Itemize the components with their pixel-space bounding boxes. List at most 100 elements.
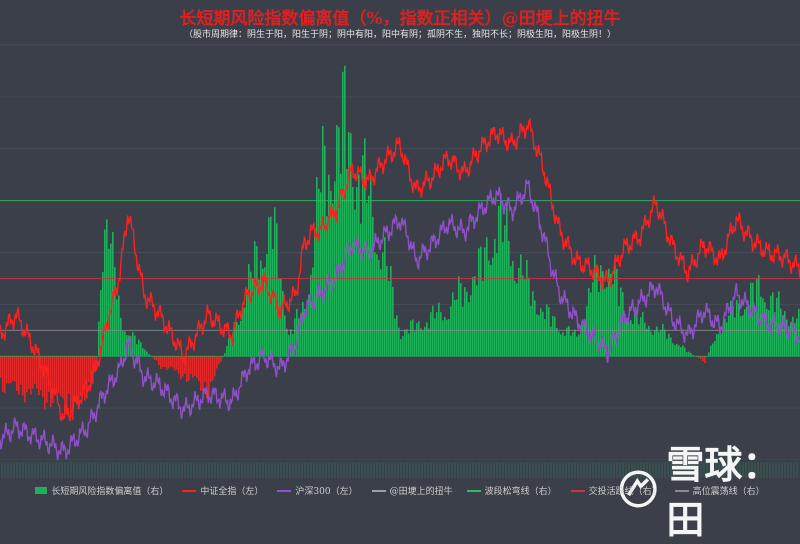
bar-62 [124, 331, 126, 357]
bar-270 [540, 308, 542, 357]
series-lines [0, 116, 800, 461]
bar-0 [0, 356, 2, 378]
bar-45 [90, 356, 92, 387]
bar-383 [766, 308, 768, 357]
bar-323 [646, 328, 648, 357]
bar-140 [280, 278, 282, 357]
bar-71 [142, 348, 144, 357]
bar-399 [798, 308, 800, 357]
bar-79 [158, 356, 160, 366]
bar-271 [542, 311, 544, 357]
bar-216 [432, 305, 434, 357]
bar-317 [634, 312, 636, 357]
bar-320 [640, 317, 642, 357]
bar-57 [114, 267, 116, 357]
bar-61 [122, 331, 124, 357]
bar-183 [366, 202, 368, 357]
bar-48 [96, 356, 98, 366]
bar-201 [402, 336, 404, 357]
bar-350 [700, 356, 702, 359]
bar-243 [486, 237, 488, 357]
bar-169 [338, 127, 340, 357]
bar-344 [688, 351, 690, 357]
bar-278 [556, 328, 558, 357]
bar-316 [632, 323, 634, 357]
bar-326 [652, 334, 654, 357]
bar-251 [502, 242, 504, 357]
bar-173 [346, 168, 348, 357]
bar-106 [212, 356, 214, 381]
bar-240 [480, 246, 482, 357]
bar-119 [238, 324, 240, 357]
bar-325 [650, 331, 652, 357]
bar-135 [270, 216, 272, 357]
bar-321 [642, 311, 644, 357]
bar-126 [252, 278, 254, 357]
bar-365 [730, 300, 732, 357]
bar-255 [510, 266, 512, 357]
bar-356 [712, 343, 714, 357]
bar-336 [672, 343, 674, 357]
bar-58 [116, 299, 118, 357]
bar-37 [74, 356, 76, 402]
bar-151 [302, 301, 304, 357]
bar-176 [352, 186, 354, 357]
bar-309 [618, 305, 620, 357]
legend-item-csi-all: 中证全指（左） [182, 484, 263, 497]
bar-85 [170, 356, 172, 367]
bar-220 [440, 312, 442, 357]
bar-26 [52, 356, 54, 404]
bar-384 [768, 310, 770, 357]
bar-343 [686, 352, 688, 357]
bar-102 [204, 356, 206, 382]
bar-96 [192, 356, 194, 378]
bar-334 [668, 333, 670, 357]
bar-287 [574, 329, 576, 357]
bar-359 [718, 333, 720, 357]
bar-377 [754, 309, 756, 357]
bar-152 [304, 308, 306, 357]
bar-100 [200, 356, 202, 391]
bar-51 [102, 272, 104, 357]
bar-340 [680, 347, 682, 357]
bar-187 [374, 252, 376, 357]
bar-360 [720, 333, 722, 357]
bar-166 [332, 203, 334, 357]
bar-329 [658, 331, 660, 357]
bar-130 [260, 260, 262, 357]
bar-15 [30, 356, 32, 395]
bar-4 [8, 356, 10, 384]
bar-38 [76, 356, 78, 405]
bar-18 [36, 356, 38, 389]
bar-145 [290, 329, 292, 357]
bar-355 [710, 345, 712, 357]
bar-206 [412, 319, 414, 357]
bar-345 [690, 353, 692, 357]
bar-222 [444, 316, 446, 357]
bar-22 [44, 356, 46, 410]
bar-68 [136, 344, 138, 357]
series-line-2 [0, 179, 800, 461]
bar-77 [154, 356, 156, 360]
bar-296 [592, 282, 594, 357]
bar-398 [796, 318, 798, 357]
bar-104 [208, 356, 210, 401]
bar-284 [568, 326, 570, 357]
bar-1 [2, 356, 4, 392]
bar-155 [310, 274, 312, 357]
bar-159 [318, 188, 320, 357]
bar-118 [236, 322, 238, 357]
bar-2 [4, 356, 6, 394]
bar-244 [488, 260, 490, 357]
bar-300 [600, 265, 602, 357]
bar-186 [372, 216, 374, 357]
bar-199 [398, 327, 400, 357]
legend-item-risk-bars: 长短期风险指数偏离值（右） [35, 484, 168, 497]
bar-168 [336, 125, 338, 357]
bar-76 [152, 356, 154, 358]
bar-322 [644, 322, 646, 357]
bar-19 [38, 356, 40, 396]
bar-364 [728, 315, 730, 357]
bar-147 [294, 318, 296, 357]
bar-306 [612, 284, 614, 357]
